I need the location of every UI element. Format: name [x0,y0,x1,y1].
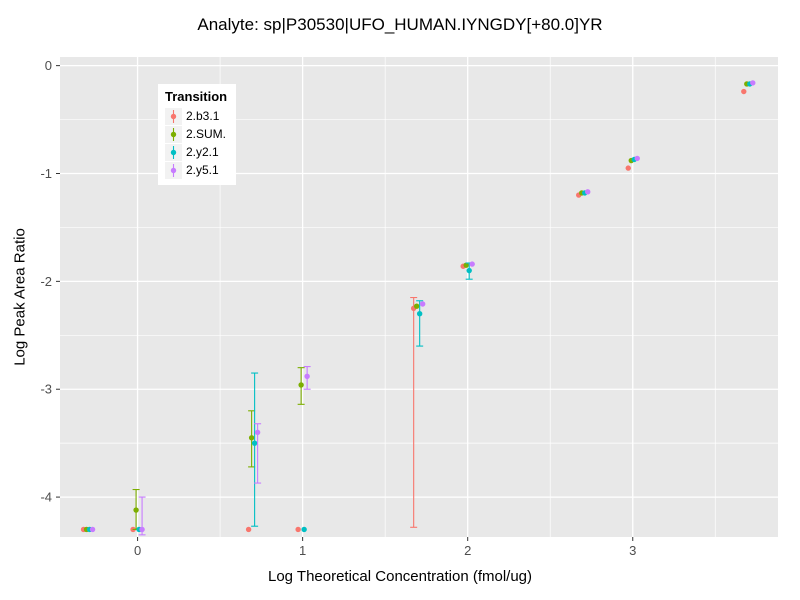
chart-title: Analyte: sp|P30530|UFO_HUMAN.IYNGDY[+80.… [197,15,603,34]
legend-title: Transition [165,89,228,104]
data-point [304,373,310,379]
legend-key-icon [165,125,182,143]
legend-item: 2.y2.1 [165,143,227,161]
data-point [301,526,307,533]
legend-item-label: 2.y5.1 [186,163,219,177]
y-tick-label: -2 [40,274,52,289]
data-point [419,301,426,307]
legend-item-label: 2.SUM. [186,127,227,141]
legend-item: 2.y5.1 [165,161,227,179]
x-tick-label: 3 [629,543,636,558]
legend-item-label: 2.b3.1 [186,109,220,123]
data-point [416,311,423,317]
x-tick-label: 2 [464,543,471,558]
legend-item: 2.SUM. [165,125,227,143]
legend-items: 2.b3.1 2.SUM. 2.y2.1 2.y5.1 [165,107,227,179]
data-point [625,165,631,171]
legend: Transition 2.b3.1 2.SUM. 2.y2.1 2.y5.1 [158,84,237,185]
data-point [413,303,420,309]
y-tick-label: -3 [40,382,52,397]
data-point [585,189,591,195]
y-tick-label: 0 [45,58,52,73]
legend-key-icon [165,161,182,179]
data-point [89,526,96,533]
data-point [741,88,747,95]
data-point [295,526,301,533]
data-point [463,262,469,268]
data-point [248,435,255,441]
data-point [254,429,261,436]
data-point [245,526,252,533]
data-point [466,267,472,274]
legend-item: 2.b3.1 [165,107,227,125]
y-tick-label: -4 [40,490,52,505]
x-axis-label: Log Theoretical Concentration (fmol/ug) [267,568,533,585]
y-tick-label: -1 [40,166,52,181]
data-point [469,261,475,267]
data-point [139,526,145,533]
data-point [133,507,139,513]
data-point [750,80,756,86]
legend-key-icon [165,143,182,161]
data-point [251,440,258,446]
legend-item-label: 2.y2.1 [186,145,219,159]
data-point [634,155,640,162]
x-tick-label: 1 [299,543,306,558]
legend-key-icon [165,107,182,125]
data-point [298,382,304,388]
x-tick-label: 0 [134,543,141,558]
